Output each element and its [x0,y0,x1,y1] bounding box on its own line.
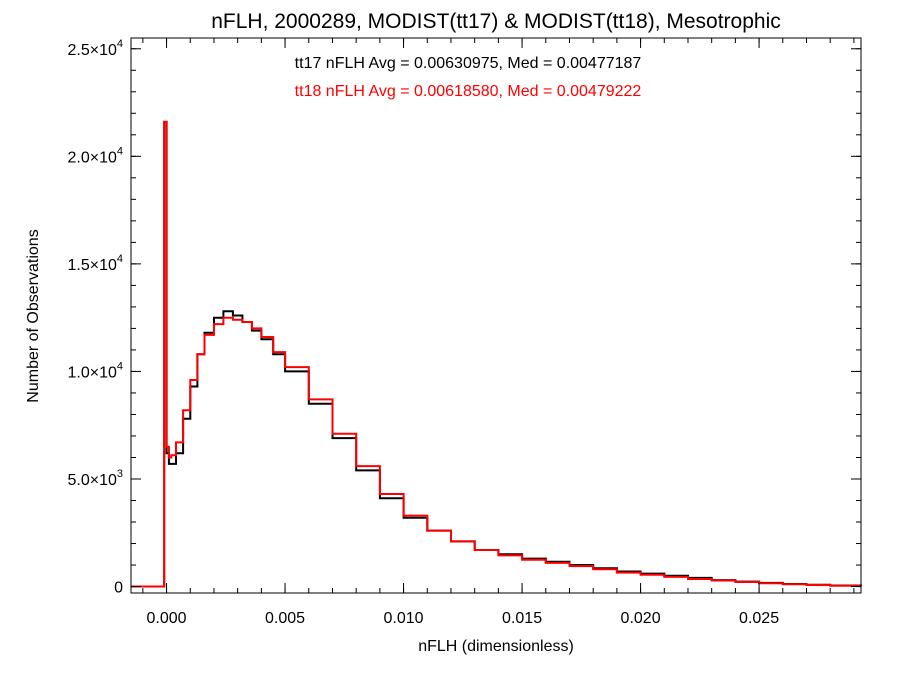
x-axis-label: nFLH (dimensionless) [418,638,574,655]
tt18-histogram-line [131,120,862,588]
x-tick-label: 0.020 [621,610,661,627]
plot-frame [130,37,862,594]
tt17-histogram-line [131,120,862,588]
y-axis-label: Number of Observations [25,229,42,402]
x-tick-label: 0.005 [265,610,305,627]
tt17-stats-annotation: tt17 nFLH Avg = 0.00630975, Med = 0.0047… [295,55,642,72]
y-tick-label: 1.5×104 [67,253,123,274]
tt18-stats-annotation: tt18 nFLH Avg = 0.00618580, Med = 0.0047… [295,83,642,100]
chart-title: nFLH, 2000289, MODIST(tt17) & MODIST(tt1… [211,10,781,33]
x-tick-label: 0.015 [502,610,542,627]
plot-area: 0.000 0.005 0.010 0.015 0.020 0.025 0 5.0×103 1.… [67,37,862,627]
y-tick-label: 2.5×104 [67,38,123,59]
y-tick-label: 2.0×104 [67,145,123,166]
x-tick-label: 0.010 [384,610,424,627]
x-tick-label: 0.000 [147,610,187,627]
y-tick-label: 5.0×103 [67,468,123,489]
y-tick-label: 1.0×104 [67,360,123,381]
x-tick-label: 0.025 [739,610,779,627]
y-tick-label: 0 [114,580,123,597]
